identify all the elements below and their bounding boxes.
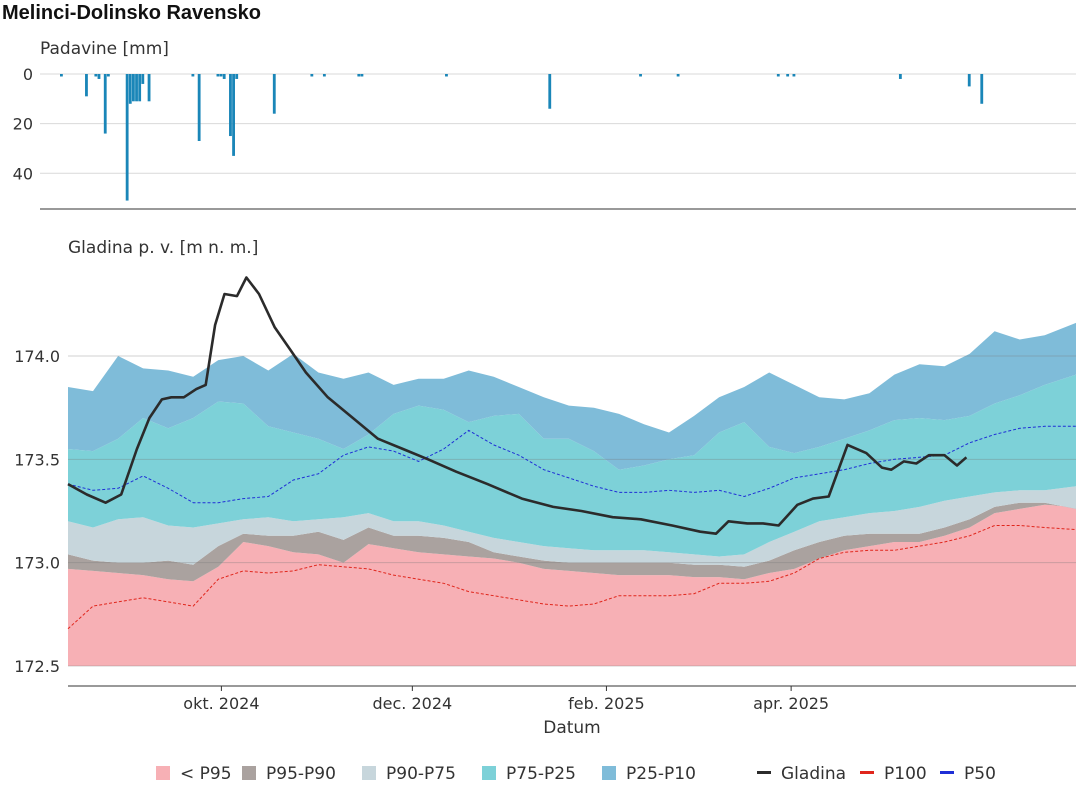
chart-canvas: Padavine [mm] 0 20 40 Gladina p. v. [m n. … [13, 39, 1077, 738]
precipitation-bar [235, 74, 239, 79]
precipitation-bar [222, 74, 226, 79]
legend-item-p90-p75[interactable]: P90-P75 [362, 764, 456, 784]
groundwater-axis-title: Gladina p. v. [m n. m.] [68, 238, 258, 258]
x-tick-label: okt. 2024 [183, 694, 259, 713]
chart-title: Melinci-Dolinsko Ravensko [2, 2, 261, 24]
precipitation-bar [141, 74, 145, 84]
groundwater-y-tick-label: 174.0 [14, 347, 60, 366]
legend-key [860, 771, 874, 774]
precipitation-bar [322, 74, 326, 77]
precipitation-bar [792, 74, 796, 77]
legend-item-p75-p25[interactable]: P75-P25 [482, 764, 576, 784]
x-tick-label: dec. 2024 [373, 694, 453, 713]
groundwater-lines [67, 276, 1077, 630]
precipitation-bar [967, 74, 971, 87]
legend-key [482, 766, 496, 780]
legend-label: P75-P25 [506, 764, 576, 784]
p100-line [67, 525, 1077, 630]
precipitation-bar [360, 74, 364, 77]
band-p75-p25 [68, 374, 1076, 557]
groundwater-y-ticks: 172.5 173.0 173.5 174.0 [14, 347, 60, 676]
groundwater-panel: Gladina p. v. [m n. m.] 172.5173.0173.51… [14, 238, 1077, 738]
precipitation-bar [106, 74, 110, 77]
band-lt-p95 [68, 504, 1076, 666]
legend-item-gladina[interactable]: Gladina [757, 764, 846, 784]
legend-key [156, 766, 170, 780]
precipitation-bar [216, 74, 220, 77]
precipitation-bar [97, 74, 101, 79]
precipitation-y-tick-label: 0 [23, 65, 33, 84]
legend-key [757, 771, 771, 774]
legend-key [362, 766, 376, 780]
gladina-line [67, 276, 968, 535]
percentile-bands [68, 322, 1076, 666]
legend-label: P50 [964, 764, 996, 784]
legend-item-p50[interactable]: P50 [940, 764, 996, 784]
precipitation-bar [94, 74, 98, 77]
x-axis-title: Datum [543, 718, 601, 738]
p50-line [67, 425, 1076, 504]
precipitation-bar [135, 74, 138, 102]
precipitation-bar [898, 74, 902, 79]
precipitation-bar [147, 74, 151, 102]
legend-item-p95[interactable]: < P95 [156, 764, 232, 784]
legend-key [602, 766, 616, 780]
legend-label: P95-P90 [266, 764, 336, 784]
precipitation-bar [128, 74, 132, 104]
precipitation-bar [232, 74, 235, 156]
precipitation-bar [310, 74, 314, 77]
x-tick-label: feb. 2025 [568, 694, 645, 713]
precipitation-bar [197, 74, 201, 141]
precipitation-bar [85, 74, 88, 97]
legend-label: P25-P10 [626, 764, 696, 784]
precipitation-y-ticks: 0 20 40 [13, 65, 33, 183]
precipitation-y-tick-label: 20 [13, 115, 33, 134]
precipitation-bar [60, 74, 63, 77]
band-p95-p90 [68, 502, 1076, 582]
precipitation-bar [272, 74, 276, 114]
legend-label: P90-P75 [386, 764, 456, 784]
x-tick-label: apr. 2025 [753, 694, 829, 713]
precipitation-axis-title: Padavine [mm] [40, 39, 169, 59]
legend-label: < P95 [180, 764, 232, 784]
precipitation-bar [191, 74, 195, 77]
precipitation-bar [219, 74, 223, 77]
groundwater-y-tick-label: 173.5 [14, 450, 60, 469]
precipitation-bar [445, 74, 448, 77]
legend-label: P100 [884, 764, 927, 784]
precipitation-bar [357, 74, 361, 77]
precipitation-bars [60, 74, 984, 201]
precipitation-bar [125, 74, 129, 201]
groundwater-x-ticks: okt. 2024 dec. 2024 feb. 2025 apr. 2025 [183, 686, 829, 713]
precipitation-bar [548, 74, 552, 109]
legend-item-p100[interactable]: P100 [860, 764, 927, 784]
precipitation-bar [103, 74, 107, 134]
precipitation-bar [639, 74, 642, 77]
precipitation-y-tick-label: 40 [13, 164, 33, 183]
legend-item-p95-p90[interactable]: P95-P90 [242, 764, 336, 784]
precipitation-bar [229, 74, 232, 137]
precipitation-bar [776, 74, 780, 77]
legend-key [940, 771, 954, 774]
band-p90-p75 [68, 486, 1076, 567]
legend: < P95 P95-P90 P90-P75 P75-P25 P25-P10 Gladina… [0, 760, 1086, 790]
legend-label: Gladina [781, 764, 847, 784]
precipitation-bar [676, 74, 680, 77]
precipitation-bar [786, 74, 790, 77]
precipitation-gridlines [40, 73, 1076, 174]
groundwater-gridlines [68, 355, 1076, 667]
groundwater-y-tick-label: 173.0 [14, 554, 60, 573]
precipitation-bar [138, 74, 142, 102]
precipitation-bar [980, 74, 984, 104]
legend-item-p25-p10[interactable]: P25-P10 [602, 764, 696, 784]
precipitation-bar [132, 74, 135, 102]
groundwater-y-tick-label: 172.5 [14, 657, 60, 676]
legend-key [242, 766, 256, 780]
precipitation-panel: Padavine [mm] 0 20 40 [13, 39, 1076, 210]
band-p25-p10 [68, 322, 1076, 470]
